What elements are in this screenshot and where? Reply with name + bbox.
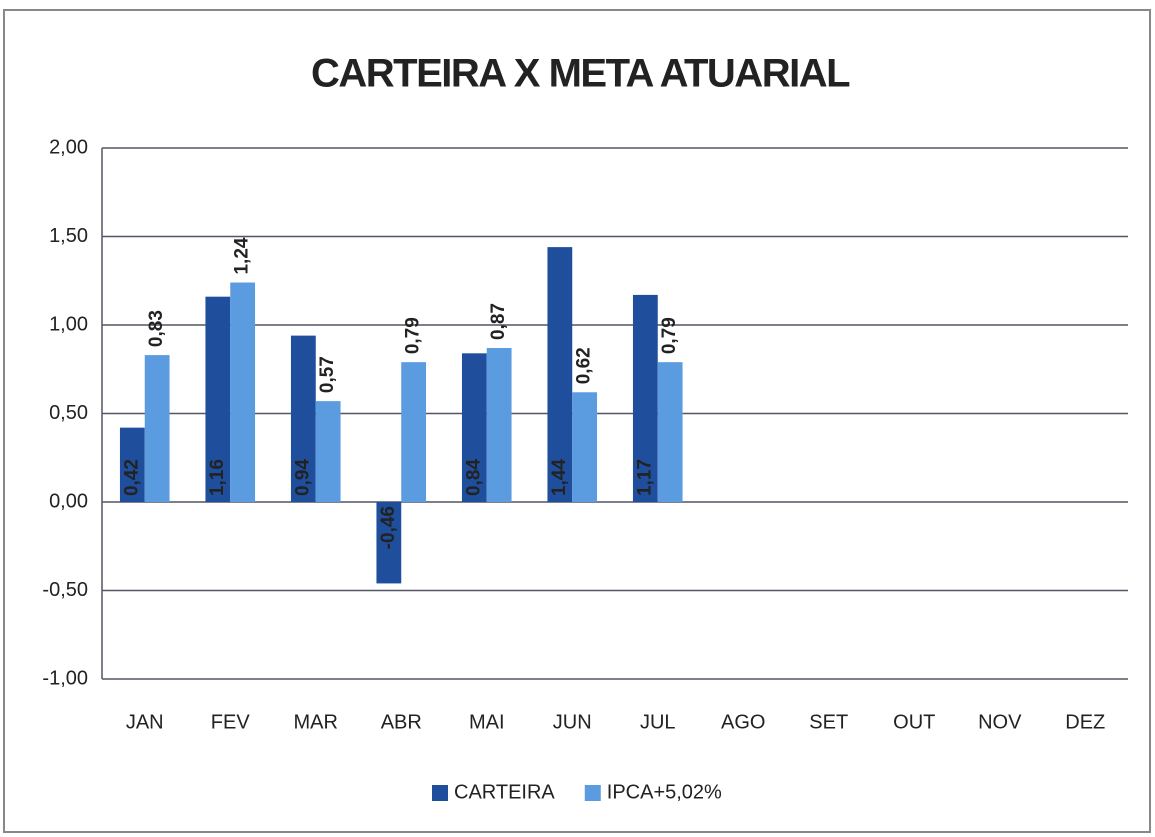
bar (290, 335, 316, 502)
x-tick-label: AGO (721, 711, 765, 733)
data-label: -0,46 (378, 506, 399, 549)
x-tick-label: JUN (553, 711, 592, 733)
data-label: 1,17 (634, 459, 655, 496)
legend-swatch (584, 785, 601, 801)
data-label: 0,62 (574, 347, 595, 384)
chart-frame (3, 9, 1151, 833)
bar (401, 362, 427, 502)
y-tick-label: -1,00 (42, 667, 88, 689)
bar (376, 502, 402, 584)
data-label: 0,83 (146, 310, 167, 347)
data-label: 0,79 (659, 317, 680, 354)
x-tick-label: NOV (978, 711, 1022, 733)
y-tick-label: 0,00 (49, 490, 88, 512)
x-tick-label: ABR (381, 711, 422, 733)
bar (315, 401, 341, 502)
chart-title: CARTEIRA X META ATUARIAL (311, 52, 850, 96)
legend-label: IPCA+5,02% (607, 781, 722, 803)
legend-label: CARTEIRA (454, 781, 555, 803)
data-label: 0,84 (463, 459, 484, 496)
x-tick-label: OUT (893, 711, 935, 733)
data-label: 0,79 (403, 317, 424, 354)
x-tick-label: JAN (126, 711, 164, 733)
x-tick-label: DEZ (1065, 711, 1105, 733)
y-tick-label: 2,00 (49, 136, 88, 158)
x-tick-label: MAR (294, 711, 338, 733)
bar (632, 294, 658, 502)
y-tick-label: 1,50 (49, 225, 88, 247)
x-tick-label: SET (809, 711, 848, 733)
bar (205, 296, 231, 502)
bar (657, 362, 683, 502)
bar (461, 353, 487, 502)
bar (230, 282, 256, 502)
bar (144, 355, 170, 502)
data-label: 1,44 (549, 459, 570, 496)
data-label: 0,57 (317, 356, 338, 393)
data-label: 1,24 (232, 237, 253, 274)
bar (572, 392, 598, 502)
bar (119, 427, 145, 502)
legend-swatch (432, 785, 448, 801)
data-label: 1,16 (207, 459, 228, 496)
x-tick-label: JUL (640, 711, 676, 733)
x-tick-label: FEV (211, 711, 251, 733)
y-tick-label: -0,50 (42, 579, 88, 601)
bar (486, 348, 512, 502)
data-label: 0,87 (488, 303, 509, 340)
x-tick-label: MAI (469, 711, 505, 733)
data-label: 0,42 (121, 459, 142, 496)
data-label: 0,94 (292, 459, 313, 496)
bar (547, 247, 573, 502)
y-tick-label: 1,00 (49, 313, 88, 335)
y-tick-label: 0,50 (49, 402, 88, 424)
